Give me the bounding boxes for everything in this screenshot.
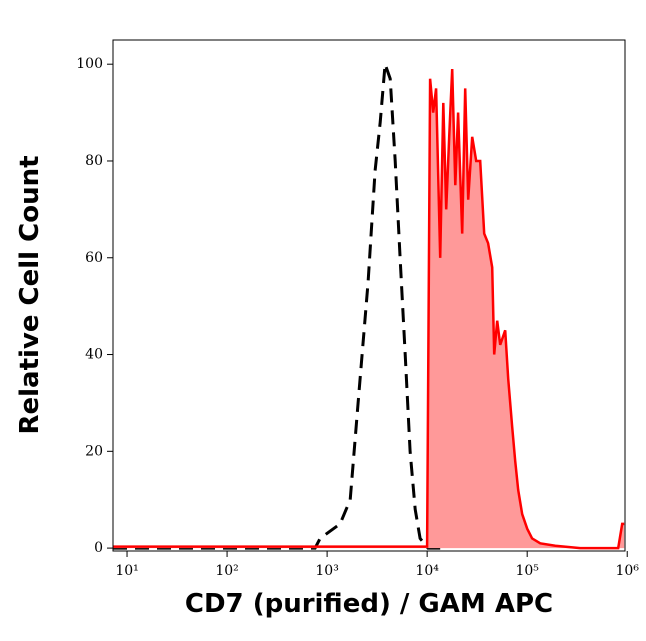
- line: [113, 68, 625, 550]
- x-tick-label: 10⁴: [415, 563, 439, 579]
- y-tick-label: 80: [85, 153, 103, 169]
- x-axis-label: CD7 (purified) / GAM APC: [185, 589, 553, 619]
- x-tick-label: 10²: [215, 563, 238, 579]
- x-tick-label: 10⁶: [616, 563, 640, 579]
- x-tick-label: 10⁵: [515, 563, 539, 579]
- plot-frame: [112, 39, 626, 552]
- x-tick-label: 10³: [315, 563, 338, 579]
- line: [113, 63, 441, 550]
- y-tick-label: 40: [85, 347, 103, 363]
- area: [113, 69, 625, 549]
- y-tick-label: 100: [76, 56, 103, 72]
- y-tick-label: 0: [94, 540, 103, 556]
- x-tick-label: 10¹: [115, 563, 138, 579]
- y-tick-label: 20: [85, 443, 103, 459]
- y-tick-label: 60: [85, 250, 103, 266]
- y-axis-label: Relative Cell Count: [15, 155, 45, 434]
